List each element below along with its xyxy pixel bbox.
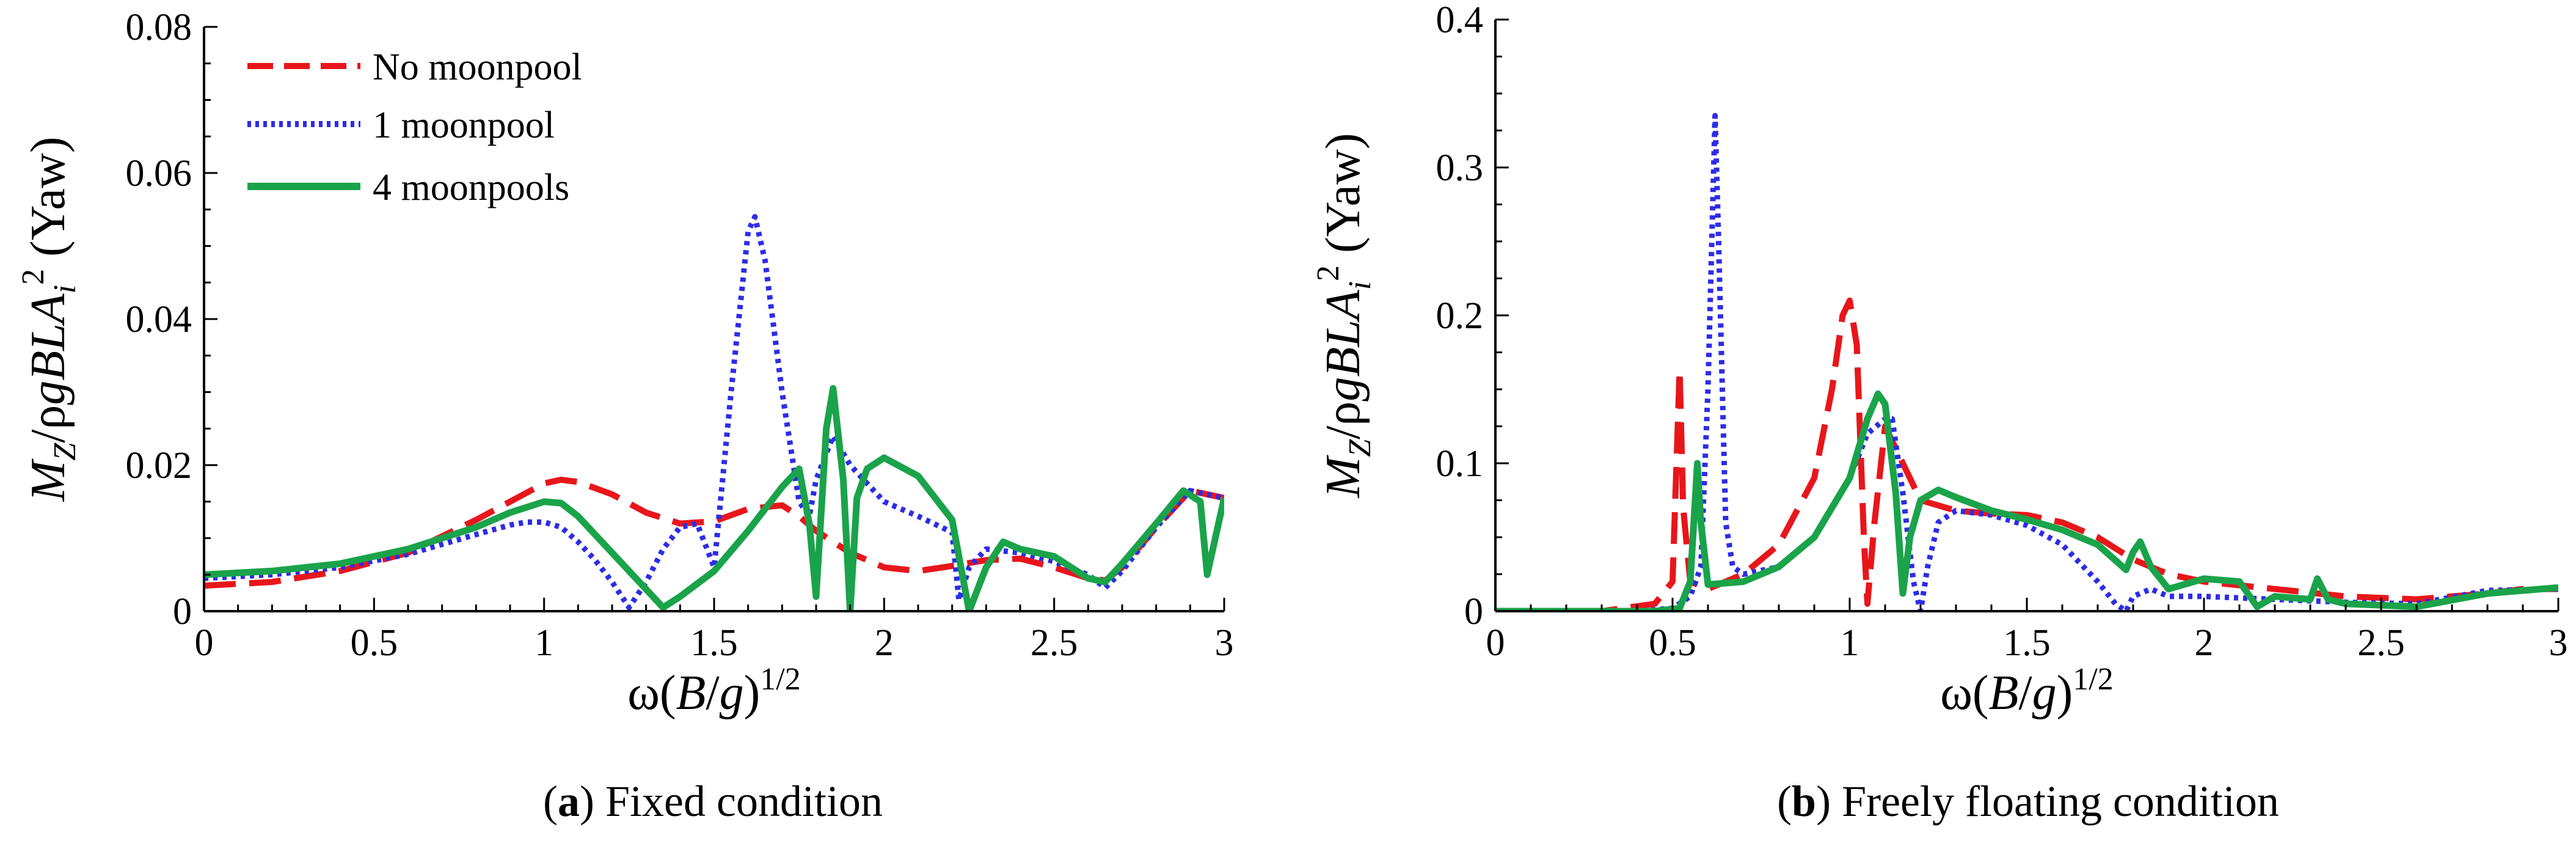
y-axis-title-b: MZ/ρgBLAi2 (Yaw) <box>1311 133 1377 499</box>
x-tick-label-b: 2 <box>2195 622 2214 664</box>
y-tick-label-b: 0 <box>1464 591 1483 633</box>
series-line-no-moonpool-b <box>1495 297 2558 611</box>
x-tick-label-a: 3 <box>1215 622 1234 664</box>
series-line-four-moonpools-a <box>204 385 1224 611</box>
plot-area-b <box>1495 112 2558 611</box>
legend-label-4-moonpools: 4 moonpools <box>373 167 569 208</box>
legend-label-1-moonpool: 1 moonpool <box>373 105 555 146</box>
plot-area-a <box>204 214 1224 611</box>
series-line-four-moonpools-b <box>1495 390 2558 611</box>
x-tick-label-b: 2.5 <box>2357 622 2405 664</box>
y-axis-title-a: MZ/ρgBLAi2 (Yaw) <box>16 137 82 502</box>
x-axis-title-a: ω(B/g)1/2 <box>627 662 801 720</box>
series-line-one-moonpool-a <box>204 214 1224 611</box>
x-tick-label-a: 2 <box>875 622 894 664</box>
caption-a-letter: a <box>558 777 580 826</box>
x-tick-label-b: 0 <box>1486 622 1505 664</box>
y-tick-label-a: 0.08 <box>126 7 192 48</box>
series-line-one-moonpool-b <box>1495 112 2558 611</box>
x-tick-label-a: 1 <box>535 622 553 664</box>
chart-panel-fixed: 0 0.5 1 1.5 2 2.5 3 0 0.02 0.04 0.06 0.08 ω(B/g)1/2 M… <box>16 7 1234 826</box>
axes-b: 0 0.5 1 1.5 2 2.5 3 0 0.1 0.2 0.3 0.4 ω(B/g)1/2 MZ/ρg… <box>1311 0 2568 720</box>
x-tick-label-a: 0 <box>195 622 214 664</box>
y-tick-label-a: 0.06 <box>126 153 192 194</box>
legend-label-no-moonpool: No moonpool <box>373 46 582 88</box>
legend: No moonpool 1 moonpool 4 moonpools <box>247 46 582 208</box>
x-tick-label-b: 3 <box>2549 622 2568 664</box>
caption-b: (b) Freely floating condition <box>1777 777 2279 826</box>
x-tick-label-a: 1.5 <box>690 622 738 664</box>
axes-a: 0 0.5 1 1.5 2 2.5 3 0 0.02 0.04 0.06 0.08 ω(B/g)1/2 M… <box>16 7 1234 720</box>
chart-panel-floating: 0 0.5 1 1.5 2 2.5 3 0 0.1 0.2 0.3 0.4 ω(B/g)1/2 MZ/ρg… <box>1311 0 2568 826</box>
x-tick-label-b: 1 <box>1841 622 1859 664</box>
y-tick-label-a: 0 <box>173 591 192 633</box>
x-tick-label-a: 2.5 <box>1031 622 1078 664</box>
x-axis-title-b: ω(B/g)1/2 <box>1940 662 2114 720</box>
caption-b-text: Freely floating condition <box>1831 777 2279 826</box>
y-tick-label-b: 0.2 <box>1436 295 1484 337</box>
y-tick-label-b: 0.4 <box>1436 0 1484 41</box>
x-tick-label-b: 1.5 <box>2003 622 2051 664</box>
y-tick-label-a: 0.04 <box>126 299 192 340</box>
x-tick-label-b: 0.5 <box>1649 622 1696 664</box>
caption-a-text: Fixed condition <box>594 777 883 826</box>
x-tick-label-a: 0.5 <box>351 622 398 664</box>
y-tick-label-b: 0.3 <box>1436 147 1484 189</box>
y-tick-label-a: 0.02 <box>126 445 192 487</box>
caption-b-letter: b <box>1792 777 1816 826</box>
y-tick-label-b: 0.1 <box>1436 443 1484 485</box>
caption-a: (a) Fixed condition <box>543 777 883 826</box>
